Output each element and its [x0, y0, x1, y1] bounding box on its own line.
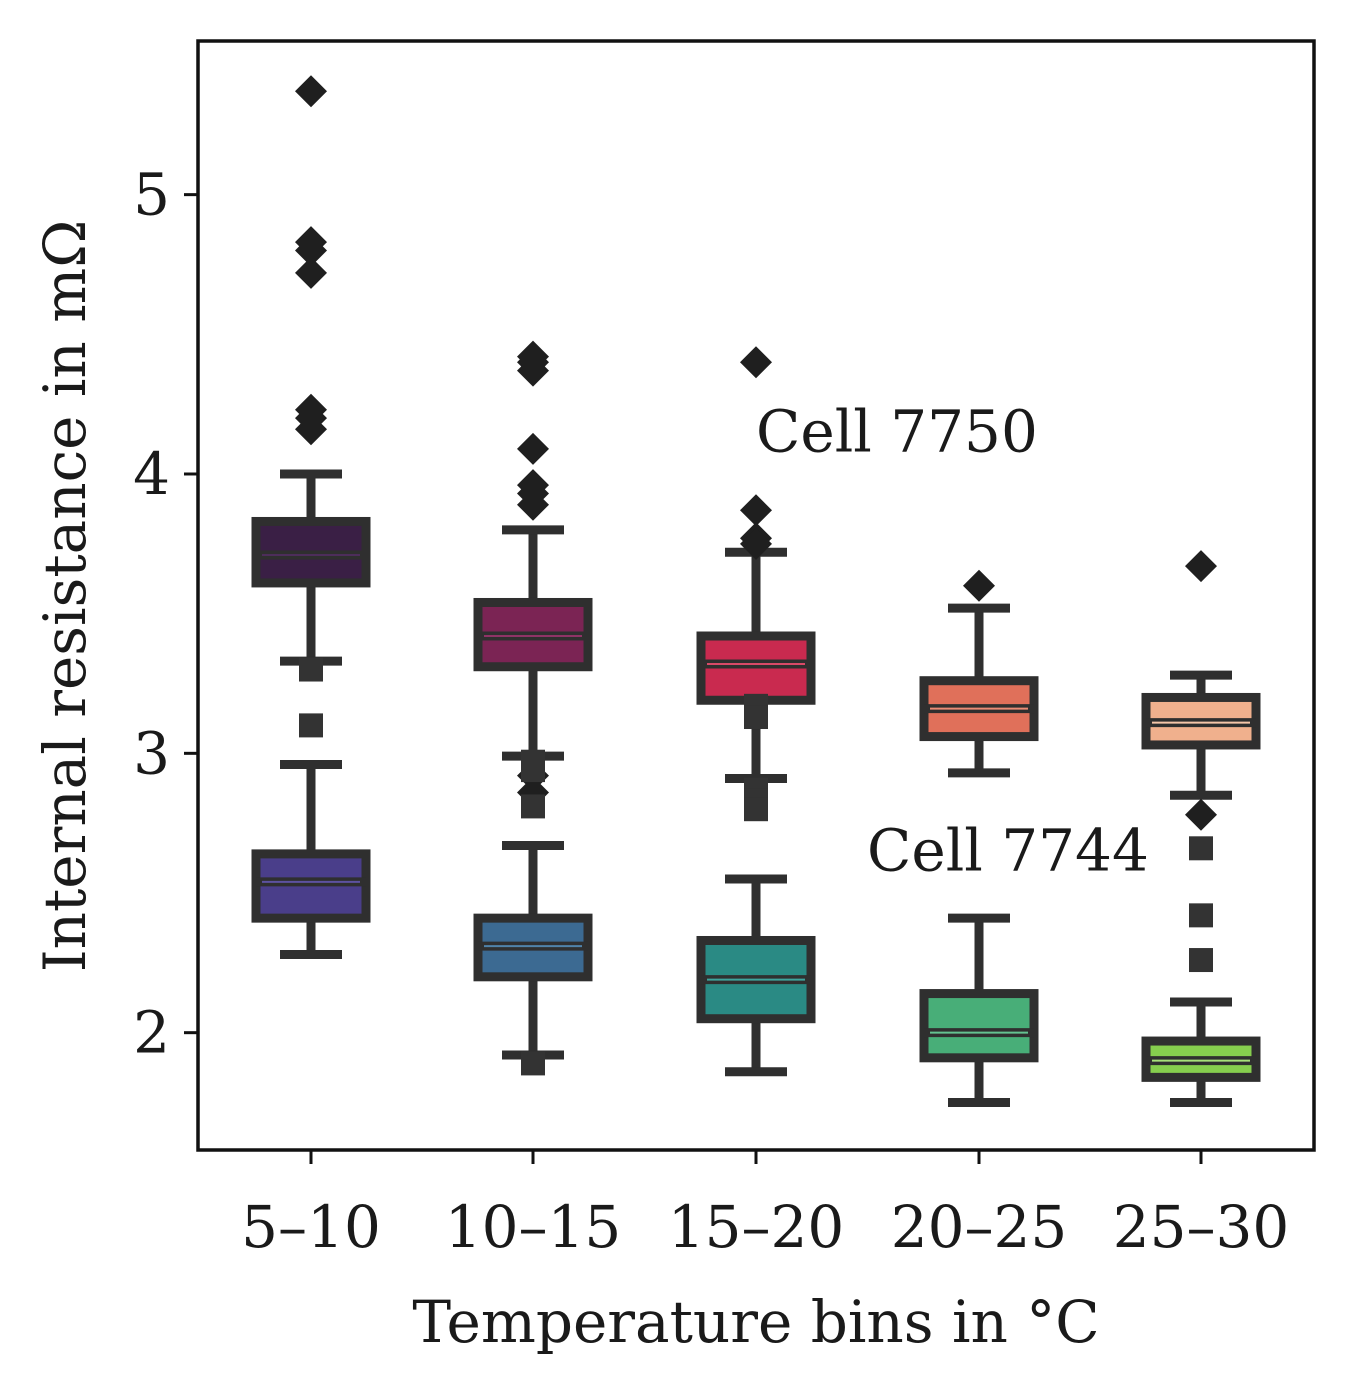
outlier-point — [295, 413, 327, 446]
outlier-point — [744, 705, 768, 730]
outlier-point — [963, 569, 995, 602]
outlier-point — [740, 527, 772, 560]
axis-ticks: 2 3 4 5 5–10 10–15 15–20 20–25 25–30 — [133, 161, 1289, 1261]
x-axis-label: Temperature bins in °C — [412, 1288, 1099, 1356]
series-annotation: Cell 7750 — [756, 398, 1038, 466]
outlier-point — [1189, 903, 1213, 928]
outlier-point — [517, 432, 549, 465]
series-annotation: Cell 7744 — [867, 817, 1149, 885]
outlier-point — [1189, 948, 1213, 973]
plot-content — [251, 75, 1261, 1108]
y-axis-label: Internal resistance in mΩ — [31, 220, 99, 973]
annotations: Cell 7750 Cell 7744 — [756, 398, 1149, 885]
outlier-point — [521, 1051, 545, 1076]
x-tick-label: 20–25 — [891, 1193, 1068, 1261]
outlier-point — [1189, 836, 1213, 861]
x-tick-label: 25–30 — [1113, 1193, 1290, 1261]
outlier-point — [744, 797, 768, 822]
outlier-point — [295, 256, 327, 289]
outlier-point — [521, 758, 545, 783]
outlier-point — [299, 657, 323, 682]
outlier-point — [740, 346, 772, 379]
outlier-point — [740, 494, 772, 527]
y-tick-label: 4 — [133, 440, 170, 508]
y-tick-label: 2 — [133, 999, 170, 1067]
outlier-point — [517, 354, 549, 387]
y-tick-label: 3 — [133, 719, 170, 787]
outlier-point — [521, 794, 545, 819]
outlier-point — [295, 75, 327, 108]
outlier-point — [517, 488, 549, 521]
x-tick-label: 10–15 — [445, 1193, 622, 1261]
outlier-point — [1185, 550, 1217, 583]
x-tick-label: 15–20 — [668, 1193, 845, 1261]
x-tick-label: 5–10 — [241, 1193, 381, 1261]
outlier-point — [299, 713, 323, 738]
box-iqr — [919, 989, 1039, 1063]
outlier-point — [1185, 798, 1217, 831]
outlier-point — [295, 234, 327, 267]
y-tick-label: 5 — [133, 161, 170, 229]
